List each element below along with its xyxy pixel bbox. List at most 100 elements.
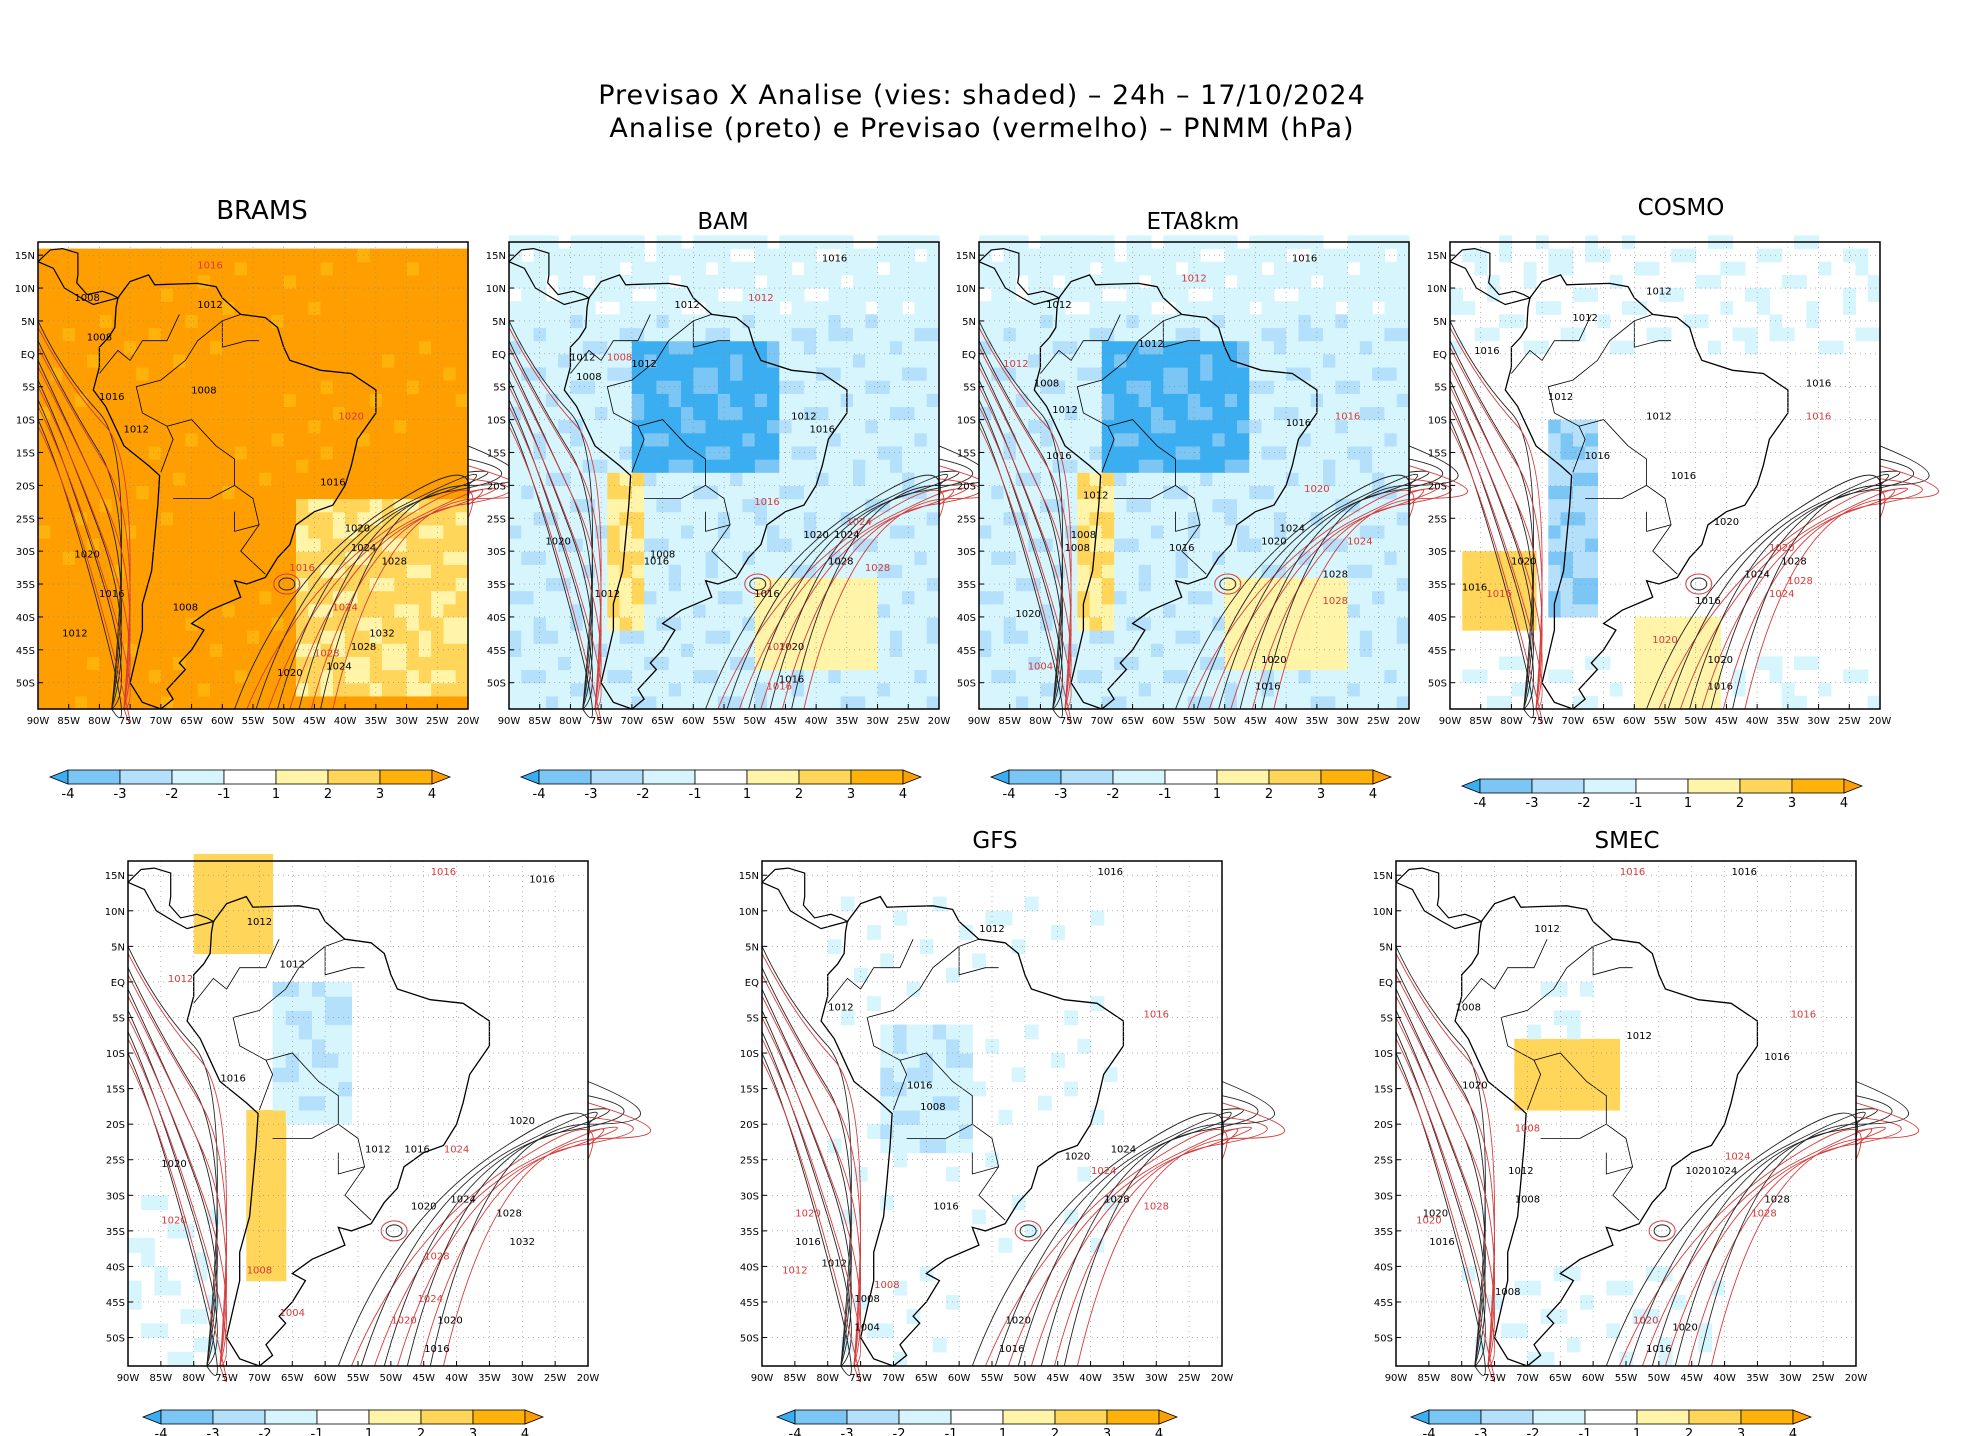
- bias-cell: [1323, 314, 1336, 329]
- bias-cell: [1273, 406, 1287, 421]
- bias-cell: [705, 485, 719, 500]
- bias-cell: [443, 340, 457, 355]
- bias-cell: [991, 524, 1005, 539]
- bias-cell: [1372, 432, 1386, 447]
- bias-cell: [582, 472, 596, 486]
- map-panel-model5: 1016 1012 1012 1016 1012 1020 1020 1016 1020 1024…: [105, 853, 652, 1391]
- x-tick-label: 20W: [457, 716, 480, 727]
- bias-cell: [160, 340, 174, 355]
- bias-cell: [308, 353, 322, 368]
- bias-cell: [893, 910, 908, 926]
- bias-cell: [791, 288, 805, 302]
- bias-cell: [991, 590, 1005, 605]
- isobar-label-forecast: 1028: [314, 648, 339, 659]
- bias-cell: [1040, 274, 1054, 289]
- bias-cell: [38, 380, 51, 394]
- bias-cell: [693, 485, 707, 500]
- bias-cell: [1249, 524, 1263, 539]
- bias-cell: [197, 524, 211, 539]
- bias-cell: [443, 406, 457, 421]
- bias-cell: [1396, 643, 1410, 657]
- bias-cell: [1298, 340, 1312, 355]
- y-tick-label: EQ: [21, 350, 35, 361]
- bias-cell: [246, 288, 260, 302]
- x-tick-label: 70W: [1562, 716, 1585, 727]
- bias-cell: [1200, 406, 1214, 421]
- bias-cell: [222, 406, 236, 421]
- bias-cell: [312, 996, 326, 1011]
- bias-cell: [210, 301, 223, 315]
- bias-cell: [914, 406, 928, 421]
- bias-cell: [1310, 616, 1324, 631]
- bias-cell: [705, 537, 719, 552]
- bias-cell: [1286, 669, 1300, 684]
- bias-cell: [959, 1095, 973, 1111]
- bias-cell: [246, 616, 260, 631]
- bias-cell: [681, 274, 694, 289]
- bias-cell: [644, 643, 658, 657]
- bias-cell: [607, 248, 621, 263]
- bias-cell: [285, 1067, 300, 1083]
- isobar-analysis: [406, 1095, 625, 1367]
- isobar-analysis: [429, 1081, 641, 1367]
- bias-cell: [681, 695, 694, 710]
- bias-cell: [124, 301, 137, 315]
- isobar-analysis: [761, 967, 852, 1367]
- bias-cell: [693, 248, 707, 263]
- bias-cell: [1040, 669, 1054, 684]
- bias-cell: [1486, 616, 1500, 631]
- bias-cell: [1151, 630, 1164, 644]
- bias-cell: [62, 643, 76, 657]
- bias-cell: [607, 340, 621, 355]
- bias-cell: [1323, 498, 1336, 513]
- country-border: [1150, 485, 1176, 499]
- bias-cell: [1138, 472, 1152, 486]
- bias-cell: [136, 511, 150, 526]
- bias-cell: [1011, 939, 1026, 955]
- bias-cell: [1273, 248, 1287, 263]
- bias-cell: [803, 314, 817, 329]
- bias-cell: [1089, 301, 1103, 315]
- bias-cell: [369, 577, 383, 592]
- bias-cell: [1015, 682, 1029, 697]
- bias-cell: [595, 261, 608, 276]
- bias-cell: [959, 1024, 973, 1040]
- bias-cell: [1003, 274, 1017, 289]
- bias-cell: [320, 301, 334, 315]
- bias-cell: [595, 366, 608, 381]
- bias-cell: [791, 445, 805, 460]
- bias-cell: [99, 656, 113, 671]
- bias-cell: [210, 643, 223, 657]
- bias-cell: [607, 393, 621, 408]
- bias-cell: [1237, 695, 1250, 710]
- bias-cell: [1224, 511, 1238, 526]
- bias-cell: [1077, 524, 1091, 539]
- bias-cell: [148, 551, 162, 565]
- bias-cell: [853, 340, 866, 355]
- bias-cell: [1028, 274, 1042, 289]
- bias-cell: [1372, 288, 1386, 302]
- bias-cell: [141, 1237, 155, 1253]
- bias-cell: [1175, 511, 1189, 526]
- bias-cell: [1298, 459, 1312, 473]
- bias-cell: [979, 682, 992, 697]
- bias-cell: [1273, 380, 1287, 394]
- bias-cell: [234, 485, 248, 500]
- y-tick-label: 10N: [15, 284, 35, 295]
- bias-cell: [1286, 682, 1300, 697]
- bias-cell: [74, 419, 88, 434]
- bias-cell: [197, 288, 211, 302]
- bias-cell: [74, 314, 88, 329]
- bias-cell: [222, 630, 236, 644]
- isobar-label-forecast: 1016: [767, 681, 792, 692]
- bias-cell: [197, 459, 211, 473]
- bias-cell: [979, 616, 992, 631]
- isobar-label-forecast: 1020: [391, 1315, 416, 1326]
- isobar-analysis: [1218, 470, 1430, 710]
- bias-cell: [124, 498, 137, 513]
- bias-cell: [509, 380, 522, 394]
- bias-cell: [210, 327, 223, 342]
- bias-cell: [1261, 669, 1275, 684]
- bias-cell: [234, 432, 248, 447]
- bias-cell: [160, 577, 174, 592]
